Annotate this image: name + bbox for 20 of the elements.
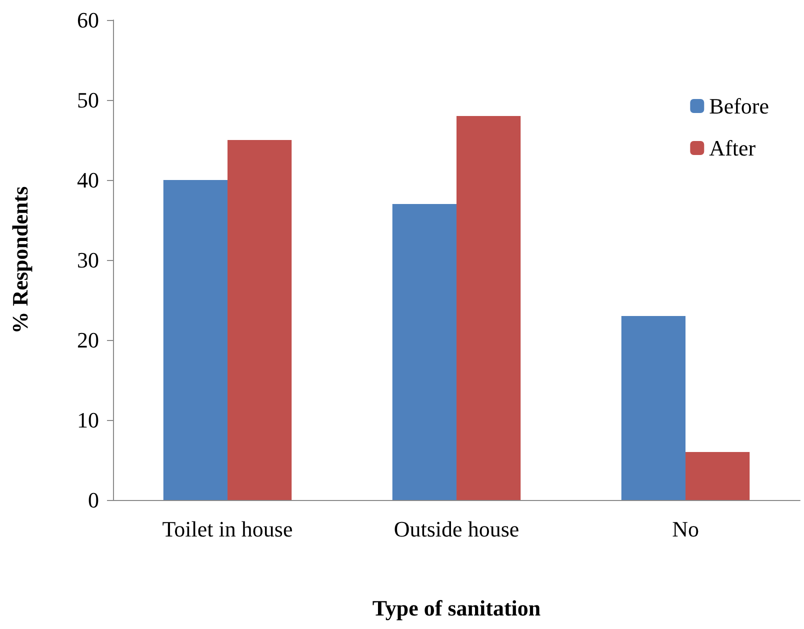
bar [228,140,292,500]
y-tick-label: 60 [77,8,99,32]
y-axis-title: % Respondents [8,186,32,334]
bar [163,180,228,500]
y-tick-label: 50 [77,88,99,112]
y-tick-label: 30 [77,248,99,272]
x-tick-label: No [672,516,699,542]
bar [686,452,750,500]
y-tick-label: 40 [77,168,99,192]
x-tick-label: Outside house [394,516,520,542]
y-tick-label: 0 [88,488,99,512]
x-axis-title: Type of sanitation [372,596,541,620]
legend-label: After [709,136,756,160]
y-tick-label: 10 [77,408,99,432]
legend-label: Before [709,94,770,118]
bar [456,116,521,500]
y-tick-label: 20 [77,328,99,352]
x-tick-label: Toilet in house [162,516,293,542]
bar [621,316,686,500]
bar [392,204,456,500]
